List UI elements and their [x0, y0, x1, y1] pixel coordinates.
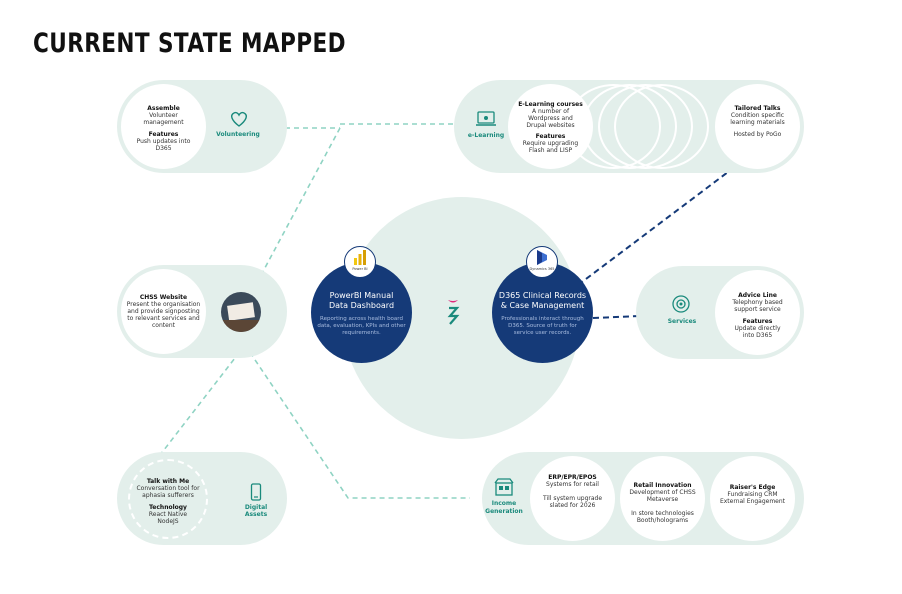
d365-node	[492, 262, 593, 363]
heart-hands-icon	[231, 111, 247, 127]
raiser-heading: Raiser's Edge	[729, 484, 776, 491]
digital-label-line-1: Digital	[244, 504, 268, 511]
d365-logo	[526, 246, 558, 278]
digital-label-line-2: Assets	[244, 511, 268, 518]
powerbi-sub-line-3: requirements.	[342, 329, 381, 336]
tailored-line-3: Hosted by PoGo	[733, 131, 782, 138]
advice-circle	[715, 270, 800, 355]
connector-website-up	[244, 127, 341, 306]
volunteering-circle	[121, 84, 206, 169]
advice-line-1: Telephony based	[732, 299, 783, 306]
elearning-label: e-Learning	[467, 132, 505, 139]
d365-sub-line-3: service user records.	[513, 329, 572, 336]
connector-tailored	[577, 162, 741, 286]
powerbi-node	[311, 262, 412, 363]
d365-title-line-1: D365 Clinical Records	[498, 291, 587, 300]
d365-logo-label: Dynamics 365	[529, 267, 555, 271]
assemble-line-2: management	[143, 119, 184, 126]
tailored-circle	[715, 84, 800, 169]
talk-circle	[128, 459, 208, 539]
advice-line-2: support service	[734, 306, 781, 313]
website-heading: CHSS Website	[139, 294, 188, 301]
services-label: Services	[667, 318, 697, 325]
income-label-line-1: Income	[491, 500, 517, 507]
raiser-line-2: External Engagement	[719, 498, 786, 505]
erp-line-1: Systems for retail	[546, 481, 599, 488]
powerbi-title-line-2: Data Dashboard	[328, 300, 395, 310]
raiser-circle	[710, 456, 795, 541]
courses-circle	[508, 84, 593, 169]
dynamics-icon	[537, 250, 547, 265]
assemble-heading: Assemble	[147, 105, 180, 112]
powerbi-title-line-1: PowerBI Manual	[329, 291, 394, 300]
talk-line-2: aphasia sufferers	[142, 492, 194, 499]
elearning-features-heading: Features	[535, 133, 566, 140]
powerbi-icon	[354, 250, 366, 265]
technology-heading: Technology	[149, 504, 187, 511]
website-line-2: and provide signposting	[127, 308, 200, 315]
tailored-line-1: Condition specific	[730, 112, 785, 119]
talk-heading: Talk with Me	[146, 478, 190, 485]
laptop-icon	[476, 111, 496, 126]
erp-heading: ERP/EPR/EPOS	[548, 474, 597, 481]
assemble-line-1: Volunteer	[149, 112, 178, 119]
retail-line-1: Development of CHSS	[629, 489, 696, 496]
d365-sub-line-2: D365. Source of truth for	[508, 322, 577, 329]
courses-line-1: A number of	[531, 108, 570, 115]
retail-heading: Retail Innovation	[633, 482, 692, 489]
website-photo	[221, 292, 261, 332]
technology-line-2: NodeJS	[157, 518, 179, 525]
website-line-1: Present the organisation	[126, 301, 201, 308]
connector-services	[592, 315, 641, 319]
volunteering-features-line-1: Push updates into	[136, 138, 191, 145]
erp-line-3: slated for 2026	[549, 502, 596, 509]
raiser-line-1: Fundraising CRM	[727, 491, 778, 498]
courses-line-2: Wordpress and	[528, 115, 573, 122]
mobile-phone-icon	[250, 483, 262, 501]
advice-heading: Advice Line	[738, 292, 777, 299]
retail-line-4: Booth/holograms	[636, 517, 689, 524]
d365-title-line-2: & Case Management	[500, 300, 585, 310]
website-circle	[121, 269, 206, 354]
courses-heading: E-Learning courses	[518, 101, 583, 108]
connector-digital	[149, 344, 246, 469]
powerbi-sub-line-2: data, evaluation, KPIs and other	[317, 322, 406, 329]
tailored-line-2: learning materials	[730, 119, 785, 126]
powerbi-logo-label: Power BI	[352, 267, 368, 271]
services-features-heading: Features	[742, 318, 773, 325]
connector-income	[244, 344, 470, 499]
retail-circle	[620, 456, 705, 541]
shop-icon	[494, 478, 514, 496]
d365-sub-line-1: Professionals interact through	[501, 316, 584, 322]
erp-line-2: Till system upgrade	[542, 495, 603, 502]
talk-line-1: Conversation tool for	[136, 485, 200, 492]
tailored-heading: Tailored Talks	[734, 105, 781, 112]
volunteering-features-line-2: D365	[155, 145, 172, 152]
website-line-3: to relevant services and	[127, 315, 200, 322]
page-title: CURRENT STATE MAPPED	[33, 28, 346, 59]
retail-line-2: Metaverse	[646, 496, 679, 503]
services-features-line-1: Update directly	[734, 325, 781, 332]
volunteering-features-heading: Features	[148, 131, 179, 138]
erp-circle	[530, 456, 615, 541]
powerbi-sub-line-1: Reporting across health board	[320, 316, 403, 322]
phone-support-icon	[672, 295, 690, 313]
services-features-line-2: into D365	[742, 332, 773, 339]
income-label-line-2: Generation	[485, 507, 523, 515]
elearning-features-line-2: Flash and LISP	[528, 147, 573, 154]
elearning-features-line-1: Require upgrading	[522, 140, 579, 147]
volunteering-label: Volunteering	[216, 131, 260, 138]
courses-line-3: Drupal websites	[526, 122, 575, 129]
retail-line-3: In store technologies	[631, 510, 694, 517]
chss-logo-icon	[447, 300, 460, 325]
website-line-4: content	[152, 322, 175, 329]
technology-line-1: React Native	[148, 511, 188, 518]
